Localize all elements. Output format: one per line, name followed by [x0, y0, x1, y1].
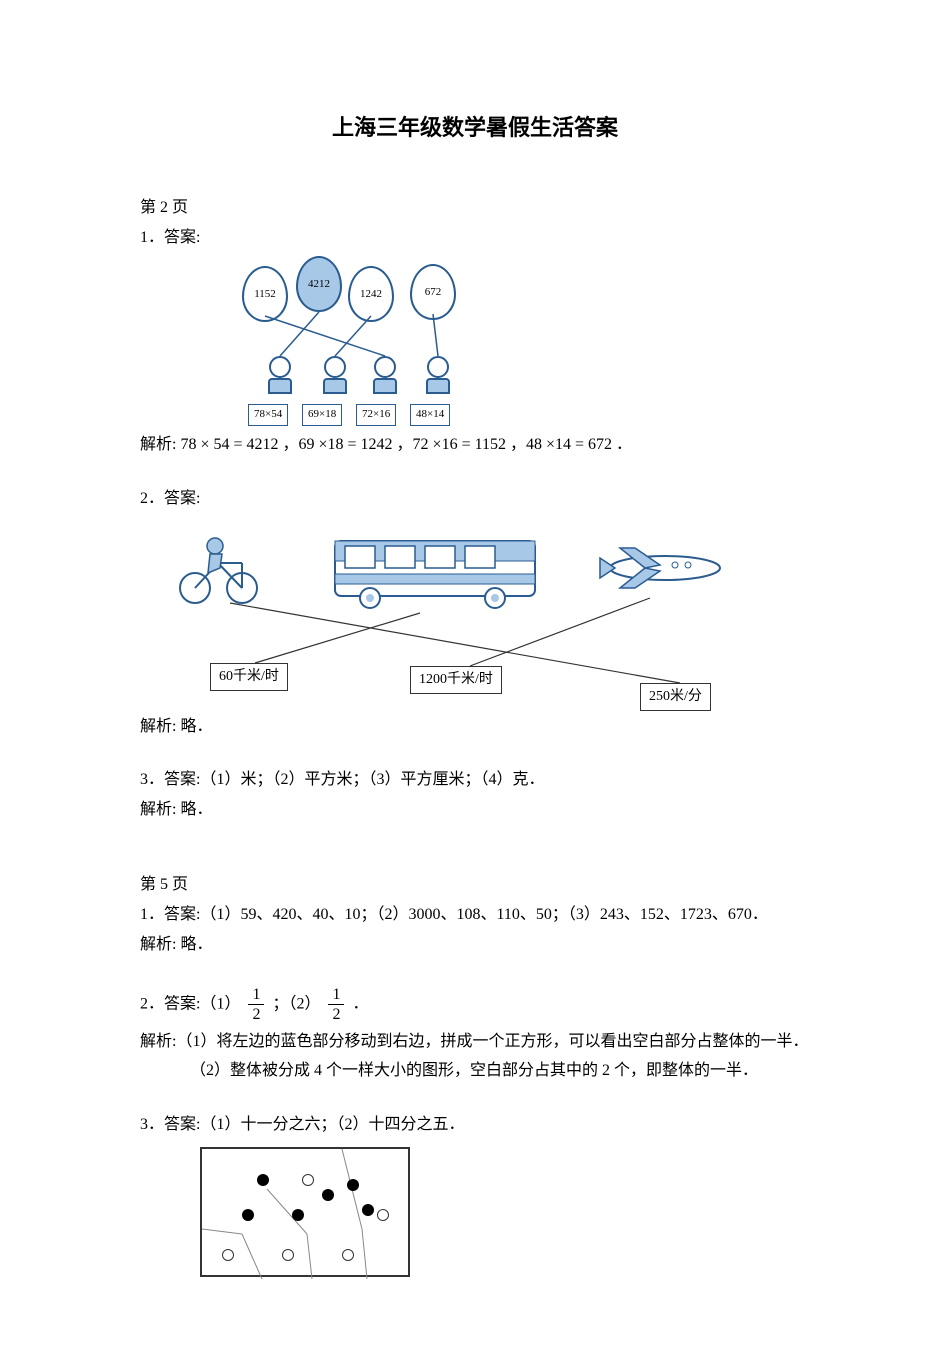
p5-q2-analysis-1: 解析:（1）将左边的蓝色部分移动到右边，拼成一个正方形，可以看出空白部分占整体的…	[140, 1029, 810, 1055]
expression-3: 72×16	[356, 404, 396, 426]
balloon-3: 1242	[348, 266, 394, 322]
fraction-1: 1 2	[248, 985, 264, 1024]
fraction-2-den: 2	[328, 1005, 344, 1024]
bus-icon	[330, 526, 550, 616]
p5-q2-analysis-2: （2）整体被分成 4 个一样大小的图形，空白部分占其中的 2 个，即整体的一半．	[140, 1058, 810, 1084]
child-2	[320, 356, 350, 396]
p2-q1-analysis: 解析: 78 × 54 = 4212 ，69 ×18 = 1242 ，72 ×1…	[140, 432, 810, 458]
balloon-2: 4212	[296, 256, 342, 312]
expression-4: 48×14	[410, 404, 450, 426]
expression-2: 69×18	[302, 404, 342, 426]
page-5-label: 第 5 页	[140, 872, 810, 898]
balloon-1: 1152	[242, 266, 288, 322]
balloon-matching-figure: 1152 4212 1242 672 78×54 69×18 72×16 48×…	[240, 256, 480, 426]
vehicle-matching-figure: 60千米/时 1200千米/时 250米/分	[160, 518, 760, 708]
child-1	[265, 356, 295, 396]
p5-q2-line: 2．答案:（1） 1 2 ；（2） 1 2 ．	[140, 985, 810, 1024]
p5-q3-line: 3．答案:（1）十一分之六；（2）十四分之五．	[140, 1112, 810, 1138]
p5-q1-line: 1．答案:（1）59、420、40、10；（2）3000、108、110、50；…	[140, 902, 810, 928]
balloon-4: 672	[410, 264, 456, 320]
expression-1: 78×54	[248, 404, 288, 426]
p2-q3-analysis: 解析: 略．	[140, 797, 810, 823]
bicycle-icon	[170, 528, 270, 608]
p2-q1-prefix: 1．答案:	[140, 225, 810, 251]
p5-q2-mid: ；（2）	[272, 995, 320, 1012]
airplane-icon	[590, 533, 740, 603]
p2-q3-line: 3．答案:（1）米；（2）平方米；（3）平方厘米；（4）克．	[140, 767, 810, 793]
fraction-1-num: 1	[248, 985, 264, 1005]
p2-q2-prefix: 2．答案:	[140, 486, 810, 512]
speed-label-2: 1200千米/时	[410, 666, 502, 694]
document-title: 上海三年级数学暑假生活答案	[140, 110, 810, 145]
child-3	[370, 356, 400, 396]
p5-q2-prefix: 2．答案:（1）	[140, 995, 240, 1012]
page-2-label: 第 2 页	[140, 195, 810, 221]
dots-figure	[200, 1147, 410, 1277]
p2-q2-analysis: 解析: 略．	[140, 714, 810, 740]
fraction-2-num: 1	[328, 985, 344, 1005]
fraction-1-den: 2	[248, 1005, 264, 1024]
fraction-2: 1 2	[328, 985, 344, 1024]
child-4	[423, 356, 453, 396]
speed-label-3: 250米/分	[640, 683, 711, 711]
p5-q2-suffix: ．	[352, 995, 368, 1012]
speed-label-1: 60千米/时	[210, 663, 288, 691]
p5-q1-analysis: 解析: 略．	[140, 932, 810, 958]
